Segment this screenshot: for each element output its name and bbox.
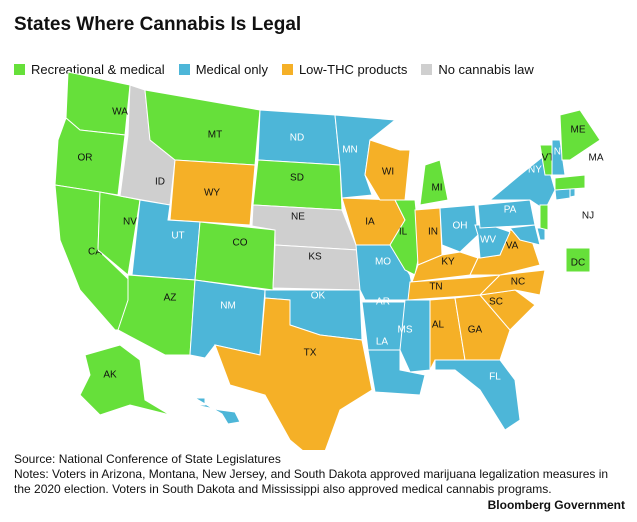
state-shape [54,117,126,196]
state-label: WA [112,107,128,118]
legend-swatch [421,64,433,75]
state-shape [193,397,241,425]
legend-item: Recreational & medical [14,62,165,77]
state-label: IL [399,227,408,238]
state-shape [439,204,479,253]
state-label: CT [591,197,604,208]
notes: Notes: Voters in Arizona, Montana, New J… [14,467,609,496]
state-shape [65,71,131,136]
state-label: MI [431,183,442,194]
map: WA OR CA NV ID MT WY UT CO AZ NM ND SD NE KS OK TX MN IA MO… [54,71,610,450]
state-label: VT [542,153,555,164]
legend-swatch [281,64,293,75]
state-label: LA [376,337,389,348]
footnotes: Source: National Conference of State Leg… [14,452,624,497]
state-label: FL [489,372,501,383]
state-shape [551,139,566,176]
state-label: MA [589,153,604,164]
state-label: IA [365,217,375,228]
legend-label: Low-THC products [298,62,408,77]
state-shape [509,224,541,246]
state-shape [117,274,196,356]
legend-label: Recreational & medical [31,62,165,77]
legend-label: No cannabis law [438,62,534,77]
state-label: NC [511,277,525,288]
state-label: TN [429,282,442,293]
state-shape [389,199,421,276]
state-shape [554,174,586,191]
source: Source: National Conference of State Leg… [14,452,281,466]
state-label: ID [155,177,165,188]
legend-label: Medical only [195,62,268,77]
state-shape [169,159,256,226]
state-shape [334,114,397,199]
legend-item: Low-THC products [281,62,408,77]
state-shape [214,297,373,450]
state-label: GA [468,325,483,336]
state-label: MO [375,257,391,268]
state-label: DE [565,225,579,236]
state-label: OH [453,221,468,232]
legend: Recreational & medical Medical only Low-TH… [14,62,534,77]
state-label: OR [78,153,93,164]
state-shape [252,159,343,211]
state-label: OK [311,291,326,302]
state-label: ME [571,125,586,136]
state-label: HI [249,413,259,424]
state-label: MN [342,145,358,156]
state-shape [194,221,276,291]
state-label: NY [528,165,542,176]
state-shape [478,269,546,296]
state-label: AK [103,370,117,381]
state-label: AL [432,320,445,331]
state-label: UT [171,231,184,242]
state-shape [539,204,549,231]
state-label: VA [506,241,519,252]
state-shape [419,159,449,206]
state-label: MD [558,223,574,234]
state-label: NV [123,217,137,228]
state-shape [454,294,511,361]
state-label: NE [291,212,305,223]
state-shape [565,247,591,273]
state-label: NJ [582,211,594,222]
legend-item: Medical only [178,62,268,77]
state-label: KS [308,252,322,263]
legend-item: No cannabis law [421,62,534,77]
state-label: SC [489,297,503,308]
state-label: NH [554,147,568,158]
state-shape [559,109,601,161]
state-label: PA [504,205,517,216]
state-shape [399,299,431,373]
state-label: NM [220,301,236,312]
state-label: KY [441,257,455,268]
state-label: WI [382,167,394,178]
state-label: WY [204,188,220,199]
state-label: RI [600,179,610,190]
state-label: TX [304,348,317,359]
state-label: ND [290,133,304,144]
state-label: SD [290,173,304,184]
state-label: CA [88,247,102,258]
state-label: WV [480,235,496,246]
state-label: AR [376,297,390,308]
title: States Where Cannabis Is Legal [14,14,302,35]
state-shape [189,279,266,359]
state-label: MS [398,325,413,336]
credit: Bloomberg Government [487,498,625,512]
state-shape [367,349,426,396]
state-label: DC [571,258,585,269]
state-shape [79,344,171,416]
state-label: AZ [164,293,177,304]
state-label: CO [233,238,248,249]
legend-swatch [14,64,25,75]
state-shape [434,359,521,431]
state-label: IN [428,227,438,238]
state-label: MT [208,130,222,141]
legend-swatch [178,64,190,75]
